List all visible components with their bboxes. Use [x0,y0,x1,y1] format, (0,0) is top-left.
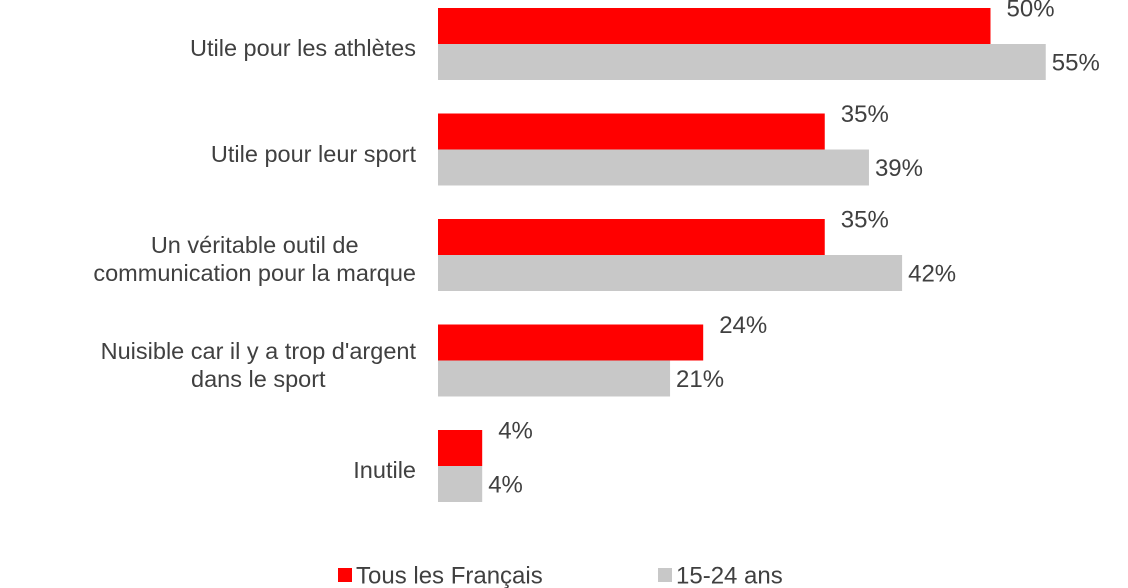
bar [438,219,825,255]
value-label: 35% [841,206,889,233]
value-label: 39% [875,155,923,182]
bar [438,149,869,186]
value-label: 55% [1052,49,1100,76]
bar [438,255,903,291]
category-label: Un véritable outil de communication pour… [93,232,416,286]
bar [438,360,671,397]
category-label: Utile pour les athlètes [190,35,416,61]
legend-label: Tous les Français [356,562,543,588]
value-label: 4% [498,417,533,444]
legend-label: 15-24 ans [676,562,783,588]
bar [438,430,483,466]
bar [438,113,825,150]
value-label: 50% [1007,0,1055,22]
value-label: 42% [908,260,956,287]
legend-swatch [658,568,672,582]
category-label: Inutile [353,457,416,483]
bar [438,8,991,44]
bar [438,44,1046,80]
legend-swatch [338,568,352,582]
bar [438,466,483,502]
value-label: 4% [488,471,523,498]
category-label: Utile pour leur sport [210,140,416,167]
value-label: 35% [841,101,889,128]
value-label: 24% [719,312,767,339]
category-label: Nuisible car il y a trop d'argent dans l… [100,337,416,392]
value-label: 21% [676,366,724,393]
bar [438,324,704,361]
